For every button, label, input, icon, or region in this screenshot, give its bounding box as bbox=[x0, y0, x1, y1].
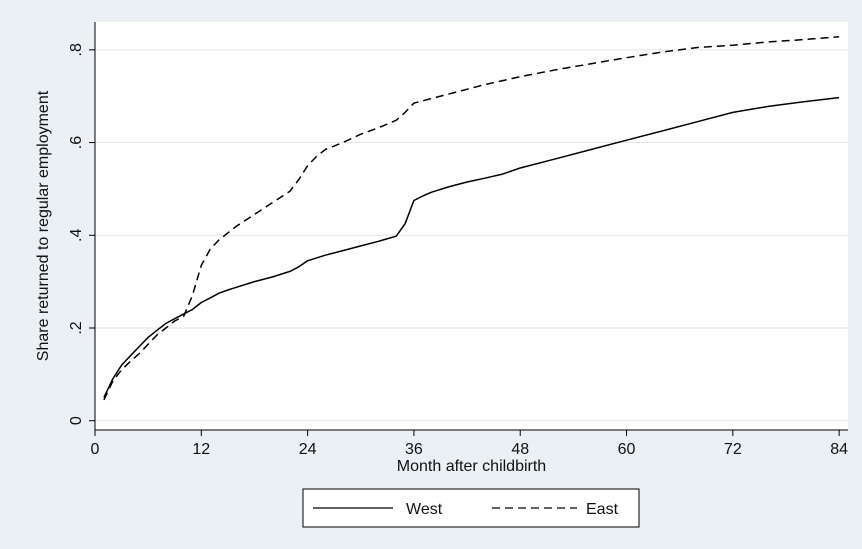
x-axis-title: Month after childbirth bbox=[397, 458, 546, 475]
legend: West East bbox=[302, 488, 640, 528]
x-tick-label-7: 84 bbox=[830, 441, 848, 458]
y-tick-label-1: .2 bbox=[68, 321, 85, 334]
y-tick-label-4: .8 bbox=[68, 43, 85, 56]
y-tick-label-0: 0 bbox=[68, 416, 85, 425]
axes: 0 12 24 36 48 60 72 84 0 .2 .4 .6 .8 bbox=[68, 22, 848, 458]
series-lines bbox=[103, 36, 840, 401]
gridlines bbox=[95, 49, 848, 422]
x-tick-label-4: 48 bbox=[511, 441, 529, 458]
x-tick-label-0: 0 bbox=[91, 441, 100, 458]
series-line-east bbox=[103, 36, 840, 401]
x-tick-label-3: 36 bbox=[405, 441, 423, 458]
x-tick-label-6: 72 bbox=[724, 441, 742, 458]
legend-label-west: West bbox=[406, 501, 443, 518]
plot-area bbox=[95, 22, 848, 430]
legend-label-east: East bbox=[586, 501, 619, 518]
x-tick-label-1: 12 bbox=[192, 441, 210, 458]
x-tick-label-5: 60 bbox=[618, 441, 636, 458]
series-line-west bbox=[103, 96, 840, 398]
y-tick-label-2: .4 bbox=[68, 228, 85, 241]
x-tick-label-2: 24 bbox=[299, 441, 317, 458]
y-tick-label-3: .6 bbox=[68, 136, 85, 149]
y-axis-title: Share returned to regular employment bbox=[35, 90, 52, 361]
